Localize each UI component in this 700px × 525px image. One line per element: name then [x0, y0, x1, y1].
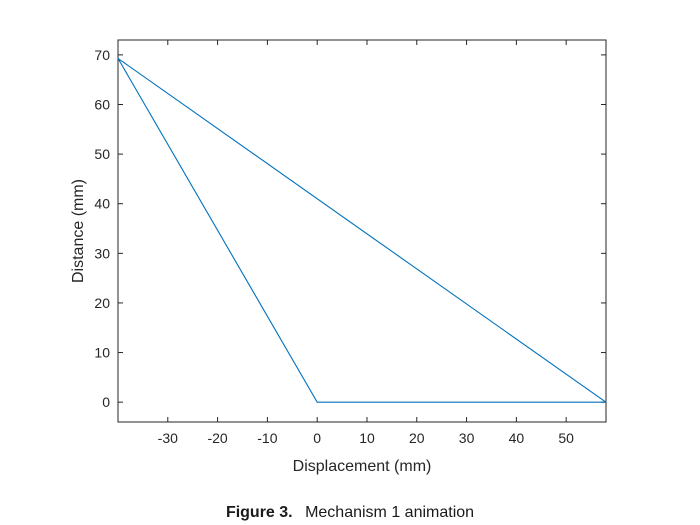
- y-tick-label: 60: [94, 96, 110, 112]
- x-tick-label: 10: [359, 430, 375, 446]
- y-tick-label: 30: [94, 245, 110, 261]
- x-axis-label: Displacement (mm): [293, 458, 432, 475]
- y-tick-label: 0: [102, 394, 110, 410]
- x-tick-label: 50: [558, 430, 574, 446]
- x-tick-label: 0: [313, 430, 321, 446]
- x-tick-label: -20: [207, 430, 227, 446]
- y-tick-label: 70: [94, 47, 110, 63]
- y-tick-label: 20: [94, 295, 110, 311]
- x-tick-label: 20: [409, 430, 425, 446]
- y-axis-label: Distance (mm): [70, 179, 87, 283]
- x-tick-label: -10: [257, 430, 277, 446]
- figure-caption: Figure 3. Mechanism 1 animation: [0, 504, 700, 522]
- y-tick-label: 40: [94, 196, 110, 212]
- y-tick-label: 10: [94, 345, 110, 361]
- figure-caption-text: Mechanism 1 animation: [305, 504, 475, 521]
- axes-box: [117, 39, 607, 423]
- mechanism-path-line: [117, 57, 607, 403]
- figure-number: Figure 3.: [225, 504, 293, 521]
- x-tick-label: -30: [158, 430, 178, 446]
- x-tick-label: 40: [509, 430, 525, 446]
- plot-area: -30 -20 -10 0 10 20 30 40 50 0 10 20 30 40 50 60 70: [94, 39, 607, 446]
- x-tick-label: 30: [459, 430, 475, 446]
- y-tick-label: 50: [94, 146, 110, 162]
